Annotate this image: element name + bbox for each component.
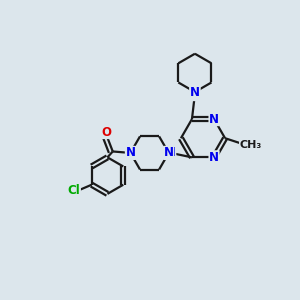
Text: Cl: Cl: [68, 184, 80, 196]
Text: N: N: [125, 146, 135, 159]
Text: N: N: [166, 146, 176, 159]
Text: N: N: [190, 88, 200, 100]
Text: N: N: [190, 85, 200, 98]
Text: N: N: [164, 146, 174, 159]
Text: N: N: [209, 151, 219, 164]
Text: N: N: [209, 112, 219, 126]
Text: O: O: [102, 125, 112, 139]
Text: CH₃: CH₃: [240, 140, 262, 150]
